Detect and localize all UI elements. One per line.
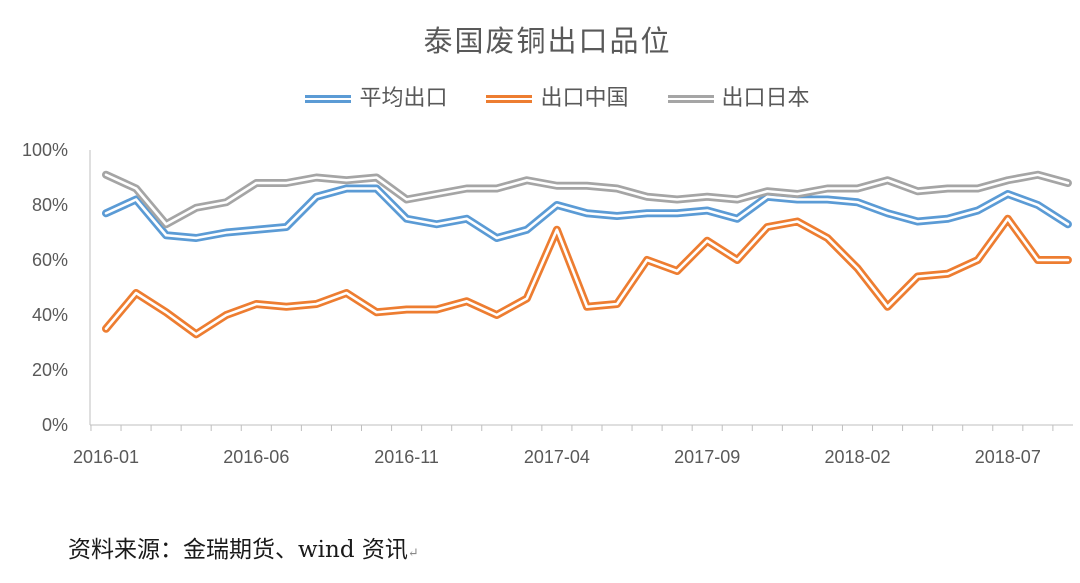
series-line-inner-1 xyxy=(104,217,1070,336)
x-tick-label: 2017-04 xyxy=(524,447,590,467)
x-tick-label: 2016-11 xyxy=(374,447,439,467)
x-tick-label: 2018-07 xyxy=(975,447,1041,467)
legend-swatch-avg-export xyxy=(305,93,352,105)
legend-label-avg-export: 平均出口 xyxy=(359,86,448,111)
legend-swatch-export-japan xyxy=(667,93,714,105)
paragraph-mark: ↵ xyxy=(407,546,419,561)
x-tick-label: 2017-09 xyxy=(674,447,740,467)
y-tick-label: 40% xyxy=(32,305,68,325)
legend-swatch-export-china xyxy=(486,93,533,105)
x-tick-label: 2016-01 xyxy=(73,447,139,467)
legend-label-export-china: 出口中国 xyxy=(540,86,629,111)
source-text: 资料来源：金瑞期货、wind 资讯 xyxy=(68,537,408,563)
source-note: 资料来源：金瑞期货、wind 资讯↵ xyxy=(68,530,419,564)
legend-item-export-japan: 出口日本 xyxy=(667,80,810,112)
legend-label-export-japan: 出口日本 xyxy=(721,86,810,111)
legend: 平均出口 出口中国 出口日本 xyxy=(0,80,1080,112)
x-tick-label: 2016-06 xyxy=(223,447,289,467)
chart-title: 泰国废铜出口品位 xyxy=(423,24,672,58)
x-tick-label: 2018-02 xyxy=(824,447,890,467)
y-tick-label: 20% xyxy=(32,360,68,380)
y-tick-label: 60% xyxy=(32,250,68,270)
y-tick-label: 100% xyxy=(22,140,68,160)
y-tick-label: 0% xyxy=(42,415,68,435)
legend-item-export-china: 出口中国 xyxy=(486,80,629,112)
y-tick-label: 80% xyxy=(32,195,68,215)
legend-item-avg-export: 平均出口 xyxy=(305,80,447,112)
